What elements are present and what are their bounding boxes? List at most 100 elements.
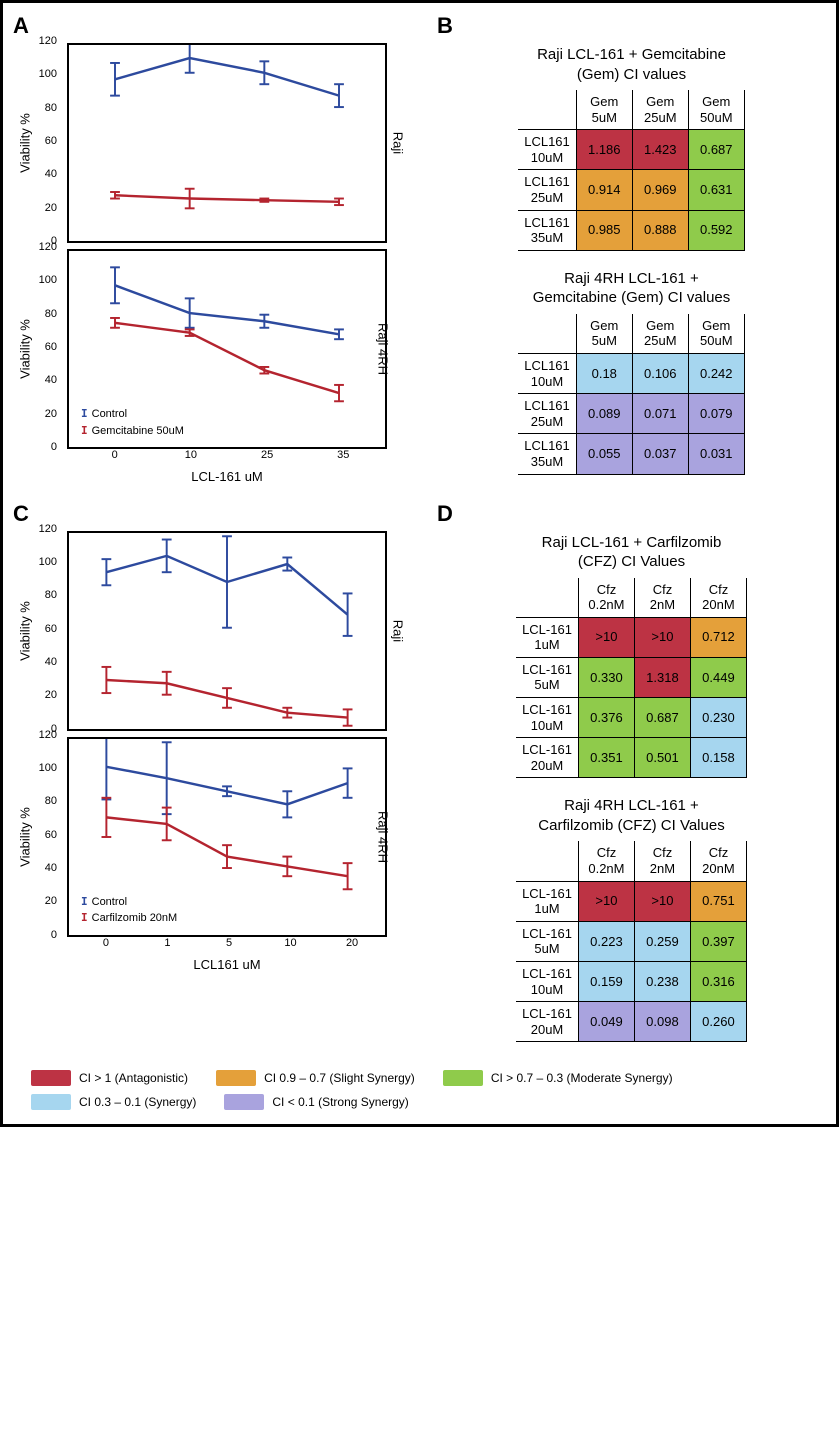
ci-cell: 0.242: [688, 353, 744, 393]
y-tick: 40: [45, 168, 57, 180]
ci-cell: 0.098: [634, 1002, 690, 1042]
ci-cell: 0.159: [578, 962, 634, 1002]
ci-cell: 0.449: [690, 657, 746, 697]
row-header: LCL16135uM: [518, 210, 576, 250]
ci-cell: 0.914: [576, 170, 632, 210]
ci-legend-label: CI 0.3 – 0.1 (Synergy): [79, 1095, 196, 1109]
ci-legend-item: CI 0.3 – 0.1 (Synergy): [31, 1094, 196, 1110]
panel-c: C Viability %Raji020406080100120Viabilit…: [13, 501, 433, 1061]
ci-cell: 0.631: [688, 170, 744, 210]
y-tick: 80: [45, 102, 57, 114]
col-header: Cfz20nM: [690, 841, 746, 881]
col-header: Gem50uM: [688, 314, 744, 354]
ci-legend-label: CI > 0.7 – 0.3 (Moderate Synergy): [491, 1071, 673, 1085]
x-tick: 10: [284, 937, 296, 949]
x-tick: 0: [103, 937, 109, 949]
y-axis-label: Viability %: [18, 807, 33, 867]
chart-A-1: Viability %Raji 4RH020406080100120010253…: [67, 249, 387, 449]
y-axis-label: Viability %: [18, 601, 33, 661]
row-header: LCL-16120uM: [516, 738, 578, 778]
ci-cell: 0.037: [632, 434, 688, 474]
ci-cell: 0.230: [690, 698, 746, 738]
y-tick: 60: [45, 341, 57, 353]
row-header: LCL-16120uM: [516, 1002, 578, 1042]
ci-cell: 0.712: [690, 617, 746, 657]
y-tick: 100: [39, 68, 57, 80]
row-header: LCL-16110uM: [516, 698, 578, 738]
col-header: Cfz0.2nM: [578, 578, 634, 618]
y-axis-label: Viability %: [18, 113, 33, 173]
row-header: LCL-1611uM: [516, 881, 578, 921]
row-header: LCL-1615uM: [516, 921, 578, 961]
ci-legend-item: CI < 0.1 (Strong Synergy): [224, 1094, 408, 1110]
x-tick: 20: [346, 937, 358, 949]
panel-a: A Viability %Raji020406080100120Viabilit…: [13, 13, 433, 493]
row-header: LCL16125uM: [518, 170, 576, 210]
ci-cell: 0.351: [578, 738, 634, 778]
ci-cell: >10: [634, 617, 690, 657]
row-header: LCL-16110uM: [516, 962, 578, 1002]
ci-cell: 0.501: [634, 738, 690, 778]
row-header: LCL-1615uM: [516, 657, 578, 697]
swatch: [31, 1070, 71, 1086]
ci-cell: 0.316: [690, 962, 746, 1002]
x-tick: 0: [112, 449, 118, 461]
row-header: LCL16125uM: [518, 394, 576, 434]
ci-cell: 0.049: [578, 1002, 634, 1042]
col-header: Gem50uM: [688, 90, 744, 130]
panel-b: B Raji LCL-161 + Gemcitabine(Gem) CI val…: [433, 13, 826, 493]
swatch: [31, 1094, 71, 1110]
table-title: Raji 4RH LCL-161 +Gemcitabine (Gem) CI v…: [437, 269, 826, 308]
swatch: [443, 1070, 483, 1086]
panel-d-label: D: [437, 501, 826, 527]
y-axis-label: Viability %: [18, 319, 33, 379]
table-title: Raji 4RH LCL-161 +Carfilzomib (CFZ) CI V…: [437, 796, 826, 835]
ci-cell: 0.259: [634, 921, 690, 961]
ci-cell: 0.071: [632, 394, 688, 434]
ci-cell: 0.330: [578, 657, 634, 697]
y-tick: 0: [51, 441, 57, 453]
chart-legend: IControlICarfilzomib 20nM: [81, 894, 177, 927]
ci-legend-label: CI > 1 (Antagonistic): [79, 1071, 188, 1085]
y-tick: 120: [39, 241, 57, 253]
y-tick: 100: [39, 556, 57, 568]
ci-table: Cfz0.2nMCfz2nMCfz20nMLCL-1611uM>10>100.7…: [516, 578, 747, 779]
ci-cell: 0.687: [634, 698, 690, 738]
ci-legend: CI > 1 (Antagonistic) CI 0.9 – 0.7 (Sligh…: [13, 1060, 826, 1114]
x-tick: 1: [164, 937, 170, 949]
ci-cell: 0.223: [578, 921, 634, 961]
side-label: Raji 4RH: [375, 810, 390, 862]
ci-cell: 0.079: [688, 394, 744, 434]
ci-legend-item: CI > 1 (Antagonistic): [31, 1070, 188, 1086]
ci-cell: >10: [578, 617, 634, 657]
chart-A-0: Viability %Raji020406080100120: [67, 43, 387, 243]
legend-label: Gemcitabine 50uM: [92, 423, 184, 440]
legend-label: Control: [92, 894, 127, 911]
y-tick: 120: [39, 35, 57, 47]
ci-cell: >10: [578, 881, 634, 921]
row-header: LCL16110uM: [518, 130, 576, 170]
y-tick: 60: [45, 623, 57, 635]
x-tick: 25: [261, 449, 273, 461]
ci-cell: 0.397: [690, 921, 746, 961]
ci-table: Cfz0.2nMCfz2nMCfz20nMLCL-1611uM>10>100.7…: [516, 841, 747, 1042]
y-tick: 20: [45, 408, 57, 420]
ci-cell: 0.985: [576, 210, 632, 250]
x-tick: 10: [185, 449, 197, 461]
ci-cell: 0.055: [576, 434, 632, 474]
col-header: Cfz2nM: [634, 841, 690, 881]
chart-C-0: Viability %Raji020406080100120: [67, 531, 387, 731]
panel-d: D Raji LCL-161 + Carfilzomib(CFZ) CI Val…: [433, 501, 826, 1061]
y-tick: 60: [45, 829, 57, 841]
ci-cell: 0.238: [634, 962, 690, 1002]
ci-legend-item: CI 0.9 – 0.7 (Slight Synergy): [216, 1070, 415, 1086]
y-tick: 120: [39, 523, 57, 535]
y-tick: 120: [39, 729, 57, 741]
panel-b-label: B: [437, 13, 826, 39]
y-tick: 80: [45, 589, 57, 601]
y-tick: 20: [45, 689, 57, 701]
row-header: LCL-1611uM: [516, 617, 578, 657]
side-label: Raji 4RH: [375, 323, 390, 375]
col-header: Gem5uM: [576, 314, 632, 354]
col-header: Gem5uM: [576, 90, 632, 130]
